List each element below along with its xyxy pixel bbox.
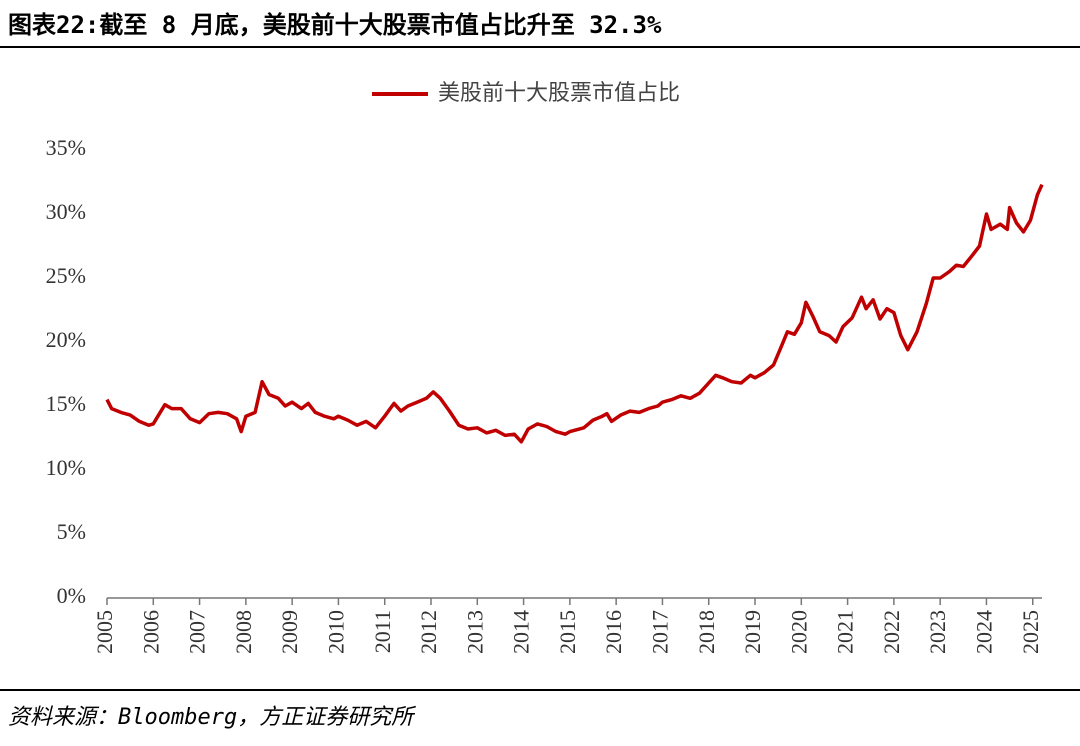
x-tick-label: 2023 (925, 610, 950, 654)
x-tick-label: 2012 (416, 610, 441, 654)
x-tick-label: 2011 (370, 610, 395, 653)
y-tick-label: 5% (57, 519, 86, 544)
x-tick-label: 2024 (972, 610, 997, 654)
x-tick-label: 2015 (555, 610, 580, 654)
y-tick-label: 20% (46, 327, 86, 352)
x-tick-label: 2020 (786, 610, 811, 654)
x-tick-label: 2021 (833, 610, 858, 654)
y-tick-label: 35% (46, 135, 86, 160)
x-tick-label: 2022 (879, 610, 904, 654)
x-tick-label: 2016 (601, 610, 626, 654)
data-line (105, 183, 1044, 444)
x-tick-label: 2017 (647, 610, 672, 654)
x-tick-label: 2005 (92, 610, 117, 654)
y-tick-label: 30% (46, 199, 86, 224)
source-note: 资料来源：Bloomberg，方正证券研究所 (8, 705, 416, 730)
x-tick-label: 2014 (509, 610, 534, 654)
x-tick-label: 2007 (185, 610, 210, 654)
x-tick-label: 2009 (277, 610, 302, 654)
y-tick-label: 25% (46, 263, 86, 288)
chart-title: 图表22:截至 8 月底，美股前十大股票市值占比升至 32.3% (8, 11, 662, 39)
x-tick-label: 2010 (323, 610, 348, 654)
y-tick-label: 15% (46, 391, 86, 416)
y-tick-label: 0% (57, 583, 86, 608)
x-tick-label: 2013 (462, 610, 487, 654)
legend-label: 美股前十大股票市值占比 (438, 81, 680, 106)
x-tick-label: 2019 (740, 610, 765, 654)
x-tick-label: 2006 (138, 610, 163, 654)
y-tick-label: 10% (46, 455, 86, 480)
x-tick-label: 2008 (231, 610, 256, 654)
x-tick-label: 2025 (1018, 610, 1043, 654)
x-tick-label: 2018 (694, 610, 719, 654)
